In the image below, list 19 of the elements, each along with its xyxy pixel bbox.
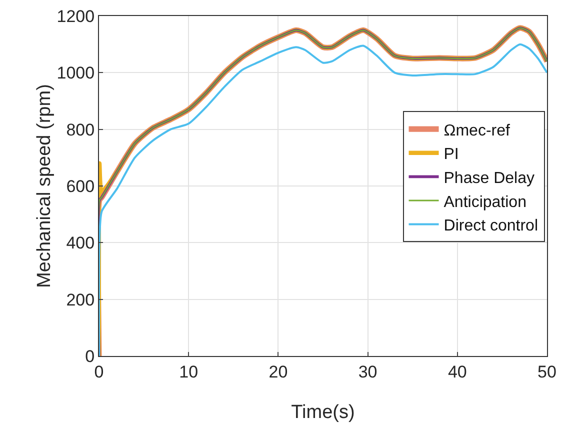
legend-label: Ωmec-ref xyxy=(444,122,510,140)
y-tick-label: 1200 xyxy=(56,6,95,26)
y-axis-title: Mechanical speed (rpm) xyxy=(34,84,55,288)
y-tick-label: 400 xyxy=(66,234,95,253)
x-tick-label: 30 xyxy=(358,362,378,382)
x-axis-title: Time(s) xyxy=(291,402,355,423)
y-tick-label: 600 xyxy=(66,176,95,196)
x-tick-label: 50 xyxy=(538,362,556,382)
x-tick-label: 20 xyxy=(268,362,288,382)
y-tick-label: 200 xyxy=(66,290,95,310)
y-tick-label: 0 xyxy=(85,346,95,366)
y-tick-label: 1000 xyxy=(56,64,95,83)
x-tick-label: 40 xyxy=(448,362,467,382)
legend-label: PI xyxy=(444,146,459,164)
legend-label: Anticipation xyxy=(444,194,526,211)
x-tick-label: 10 xyxy=(179,362,198,382)
y-tick-label: 800 xyxy=(66,120,95,140)
legend-label: Phase Delay xyxy=(444,170,534,187)
legend-label: Direct control xyxy=(444,218,538,235)
